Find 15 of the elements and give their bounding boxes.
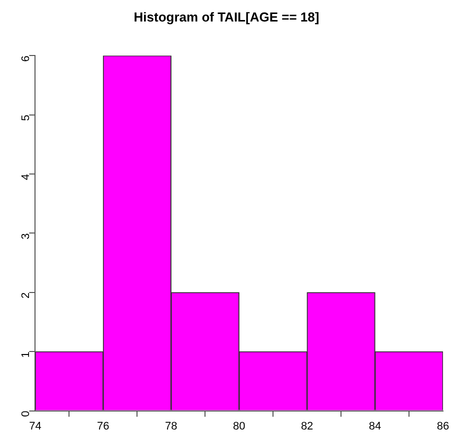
x-tick-label: 78 [165,420,178,432]
y-tick-label: 6 [20,56,32,62]
y-tick-label: 4 [20,174,32,180]
x-tick-label: 74 [29,420,42,432]
x-tick-label: 86 [436,420,450,432]
x-tick-label: 80 [232,420,246,432]
y-tick-label: 0 [20,410,32,417]
y-tick-label: 2 [20,292,32,299]
y-tick-label: 5 [20,114,32,121]
x-tick-label: 82 [300,420,314,432]
x-tick-label: 84 [368,420,382,432]
y-tick-label: 3 [20,233,32,240]
y-tick-label: 1 [20,352,32,358]
chart-title: Histogram of TAIL[AGE == 18] [134,9,320,24]
x-tick-label: 76 [97,420,110,432]
